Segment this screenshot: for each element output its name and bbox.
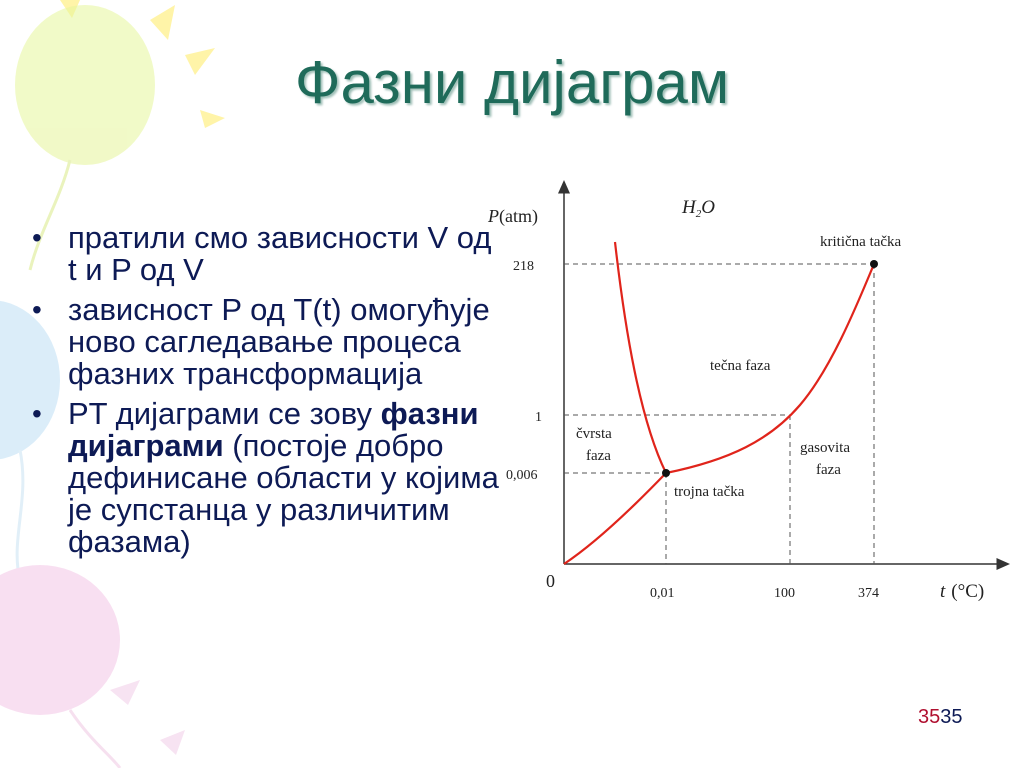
vaporization-curve — [665, 263, 876, 475]
bullet-dot-icon: • — [32, 222, 42, 253]
y-axis-title: P(atm) — [487, 206, 538, 227]
y-tick-label: 0,006 — [506, 468, 538, 483]
bullet-list: • пратили смо зависности V од t и P од V… — [30, 222, 508, 566]
page-number: 3535 — [918, 706, 963, 729]
fusion-curve — [613, 241, 667, 474]
bullet-item: • пратили смо зависности V од t и P од V — [30, 222, 508, 286]
sun-rays-decoration-lower — [110, 680, 185, 755]
bullet-dot-icon: • — [32, 398, 42, 429]
sublimation-curve — [563, 472, 667, 565]
gas-phase-label: gasovita — [800, 440, 850, 456]
page-number-primary: 35 — [918, 706, 941, 728]
bullet-item: • зависност P од T(t) омогућује ново саг… — [30, 294, 508, 390]
critical-point-marker — [870, 260, 878, 268]
guide-lines — [564, 263, 875, 564]
origin-label: 0 — [546, 571, 555, 591]
x-tick-label: 0,01 — [650, 586, 675, 601]
bullet-item: • PT дијаграми се зову фазни дијаграми (… — [30, 398, 508, 558]
phase-diagram: P(atm) t (°C) H2O 0 218 1 0,006 0,01 100 … — [487, 180, 1010, 602]
triple-point-label: trojna tačka — [674, 484, 745, 500]
x-tick-label: 100 — [774, 586, 795, 601]
bullet-text-before: PT дијаграми се зову — [68, 396, 381, 431]
triple-point-marker — [662, 469, 670, 477]
substance-formula: H2O — [681, 197, 715, 220]
bullet-text-bold: фазни дијаграми — [68, 396, 479, 463]
bullet-text-after: (постоје добро дефинисане области у који… — [68, 428, 499, 559]
x-tick-label: 374 — [858, 586, 879, 601]
y-tick-label: 218 — [513, 259, 534, 274]
gas-phase-label: faza — [816, 462, 841, 478]
balloon-decoration — [0, 5, 155, 768]
bullet-text: зависност P од T(t) омогућује ново сагле… — [68, 292, 490, 391]
x-axis-title: t (°C) — [940, 581, 984, 602]
y-tick-label: 1 — [535, 410, 542, 425]
solid-phase-label: faza — [586, 448, 611, 464]
bullet-text: пратили смо зависности V од t и P од V — [68, 220, 492, 287]
page-number-secondary: 35 — [940, 706, 963, 728]
liquid-phase-label: tečna faza — [710, 358, 771, 374]
slide-title: Фазни дијаграм — [294, 49, 730, 116]
critical-point-label: kritična tačka — [820, 234, 902, 250]
solid-phase-label: čvrsta — [576, 426, 612, 442]
bullet-dot-icon: • — [32, 294, 42, 325]
